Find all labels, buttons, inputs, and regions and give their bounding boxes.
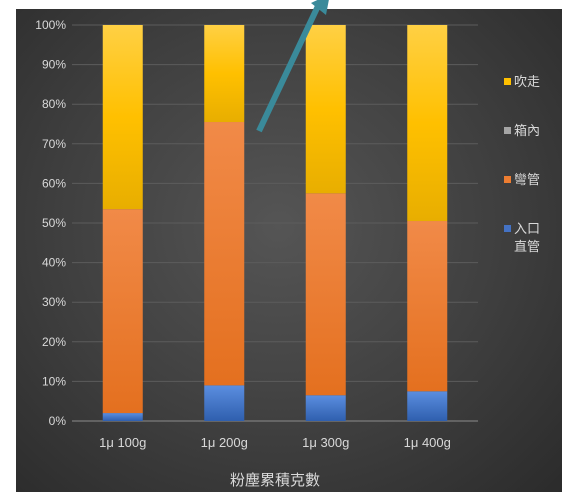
x-axis-title: 粉塵累積克數: [230, 471, 320, 489]
bar-segment-4: [204, 25, 245, 123]
bar-segment-4: [102, 25, 143, 210]
legend-swatch: [504, 225, 511, 232]
bar-segment-2: [305, 193, 346, 396]
y-tick-label: 70%: [42, 137, 66, 151]
y-tick-label: 60%: [42, 176, 66, 190]
legend-label: 直管: [514, 240, 540, 255]
legend-swatch: [504, 78, 511, 85]
bar-segment-4: [305, 25, 346, 194]
legend-label: 彎管: [514, 173, 540, 188]
x-tick-label: 1μ 100g: [99, 435, 146, 450]
legend-swatch: [504, 127, 511, 134]
bars: [102, 25, 448, 421]
y-tick-label: 20%: [42, 335, 66, 349]
legend-label: 入口: [514, 222, 540, 237]
y-tick-label: 100%: [35, 18, 66, 32]
x-axis: 1μ 100g 1μ 200g 1μ 300g 1μ 400g: [99, 435, 451, 450]
y-tick-label: 0%: [49, 414, 67, 428]
y-tick-label: 10%: [42, 374, 66, 388]
x-tick-label: 1μ 300g: [302, 435, 349, 450]
bar-segment-1: [407, 391, 448, 421]
y-tick-label: 90%: [42, 58, 66, 72]
y-tick-label: 40%: [42, 256, 66, 270]
bar-segment-4: [407, 25, 448, 222]
bar-segment-1: [305, 395, 346, 421]
legend-label: 吹走: [514, 75, 540, 90]
y-tick-label: 50%: [42, 216, 66, 230]
legend-swatch: [504, 176, 511, 183]
y-tick-label: 30%: [42, 295, 66, 309]
x-tick-label: 1μ 400g: [404, 435, 451, 450]
y-tick-label: 80%: [42, 97, 66, 111]
bar-segment-2: [102, 209, 143, 414]
arrow-head: [311, 0, 329, 15]
bar-segment-2: [407, 221, 448, 392]
bar-segment-2: [204, 122, 245, 386]
legend-label: 箱內: [514, 123, 540, 139]
annotation-arrow: [256, 0, 329, 133]
y-axis: 0% 10% 20% 30% 40% 50% 60% 70% 80% 90% 100%: [35, 18, 66, 428]
bar-segment-1: [204, 385, 245, 421]
x-tick-label: 1μ 200g: [201, 435, 248, 450]
bar-segment-1: [102, 413, 143, 421]
arrow-shaft: [256, 4, 321, 133]
